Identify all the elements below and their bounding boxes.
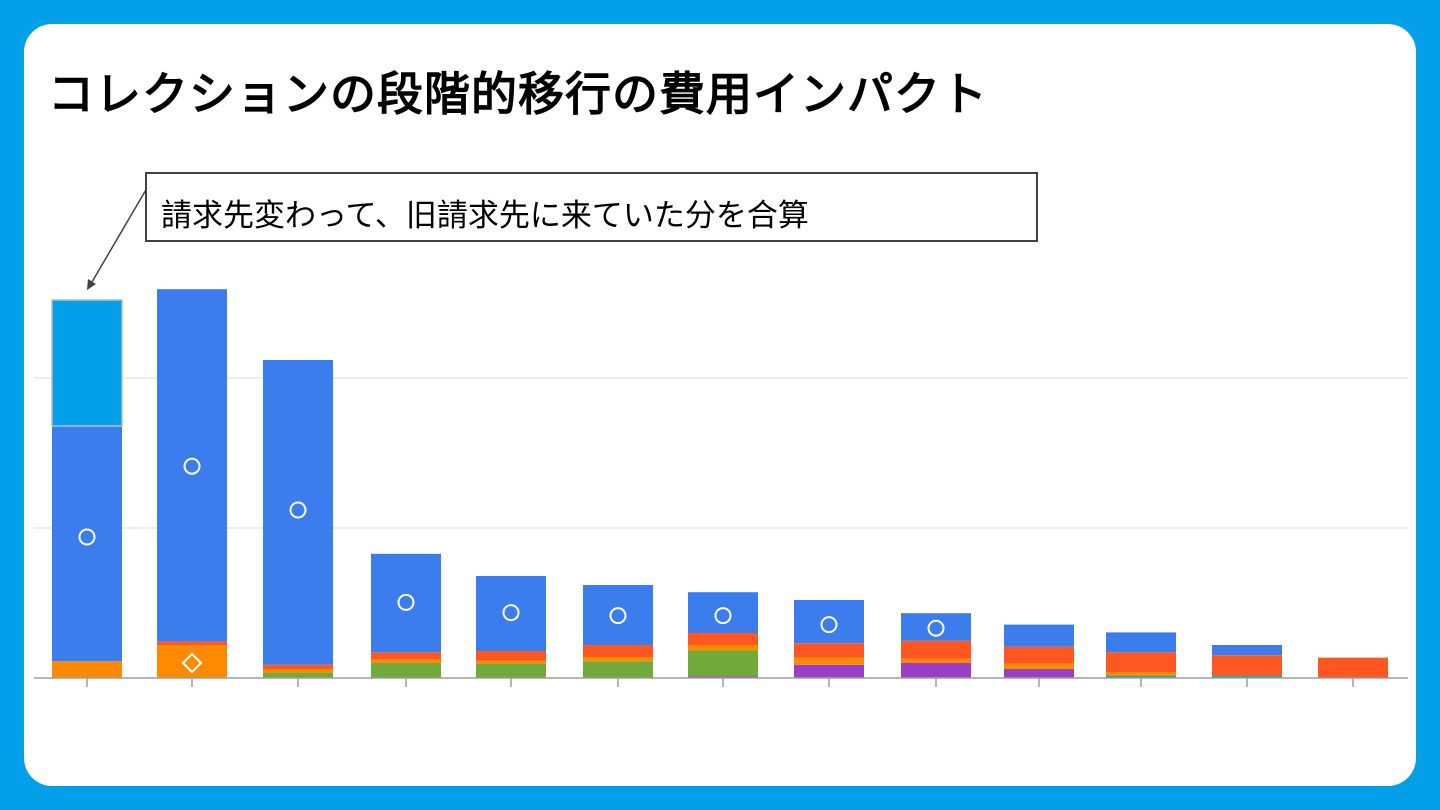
bar-segment-red [794,643,864,658]
bar-segment-blue [1004,624,1074,647]
bar-segment-purple [688,676,758,678]
bar-segment-blue [583,585,653,645]
bar-segment-red [476,651,546,661]
circle-marker [714,607,732,625]
bar-segment-blue [1212,645,1282,656]
bar-segment-green [583,661,653,678]
bar-segment-red [263,664,333,669]
bar-segment-green [263,672,333,678]
circle-marker [609,607,627,625]
bar-segment-red [583,645,653,657]
slide-title: コレクションの段階的移行の費用インパクト [48,67,988,121]
markers [78,457,945,674]
bar-segment-red [901,640,971,659]
callout-arrow-head [87,279,96,290]
diamond-marker [181,652,203,674]
bar-segment-red [371,652,441,660]
bar-segment-purple [794,664,864,678]
bar-segment-purple [901,663,971,678]
bar-segment-orange [901,658,971,663]
circle-marker [820,616,838,634]
circle-marker [289,501,307,519]
bar-segment-red [1004,646,1074,664]
x-axis [34,677,1408,687]
annotation-callout: 請求先変わって、旧請求先に来ていた分を合算 [145,172,1038,242]
gridlines [34,377,1408,529]
bar-segment-orange [1004,663,1074,669]
bar-segment-blue [157,289,227,642]
circle-marker [502,604,520,622]
bar-segment-blue [263,360,333,665]
highlight-box [51,299,123,427]
bar-segment-green [688,650,758,677]
bar-segment-red [1318,657,1388,678]
bar-segment-red [157,641,227,645]
bar-segment-orange [688,645,758,651]
bar-segment-teal [1212,675,1282,678]
bar-segment-red [1212,655,1282,676]
circle-marker [397,593,415,611]
bar-segment-purple [1004,669,1074,678]
bar-segment-green [371,663,441,678]
bar-segment-blue [794,600,864,644]
bar-segment-blue [476,576,546,651]
circle-marker [927,619,945,637]
bar-segment-orange [52,661,122,678]
bar-segment-blue [688,592,758,633]
bars [51,289,1388,678]
bar-segment-green [476,663,546,678]
bar-segment-red [1106,652,1176,672]
bar-segment-orange [371,659,441,663]
callout-arrow-line [91,187,148,283]
bar-segment-blue [1106,632,1176,653]
bar-segment-orange [1106,672,1176,676]
bar-segment-blue [371,553,441,653]
bar-segment-orange [794,657,864,665]
bar-segment-red [688,633,758,645]
circle-marker [183,457,201,475]
bar-segment-orange [583,657,653,662]
bar-segment-orange [263,669,333,673]
bar-segment-teal [1106,675,1176,678]
bar-segment-orange [476,660,546,664]
bar-segment-blue [52,415,122,662]
circle-marker [78,528,96,546]
